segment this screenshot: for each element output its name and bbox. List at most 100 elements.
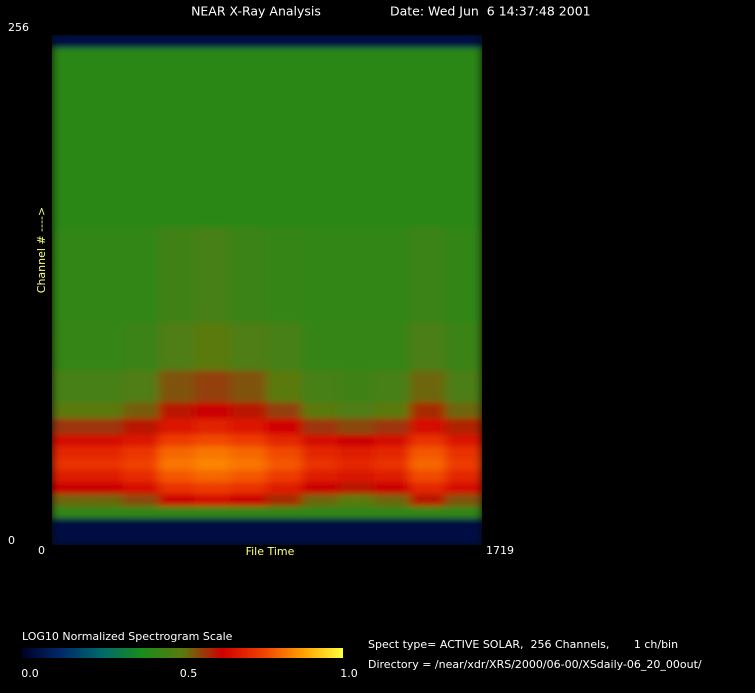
spectrogram-cell bbox=[194, 432, 233, 447]
spectrogram-cell bbox=[301, 456, 340, 471]
spectrogram-cell bbox=[373, 225, 412, 323]
spectrogram-cell bbox=[230, 416, 269, 435]
spectrogram-cell bbox=[266, 492, 304, 507]
spectrogram-cell bbox=[266, 35, 304, 48]
spectrogram-cell bbox=[230, 320, 269, 371]
spectrogram-cell bbox=[337, 225, 376, 323]
spectrogram-cell bbox=[52, 35, 89, 48]
spectrogram-cell bbox=[373, 400, 412, 419]
y-axis-label: Channel # ----> bbox=[35, 207, 48, 293]
spectrogram-cell bbox=[194, 400, 233, 419]
spectrogram-cell bbox=[373, 35, 412, 48]
spectrogram-cell bbox=[337, 400, 376, 419]
spectrogram-cell bbox=[158, 468, 197, 483]
spectrogram-cell bbox=[445, 444, 482, 459]
spectrogram-cell bbox=[158, 444, 197, 459]
chart-title: NEAR X-Ray Analysis bbox=[191, 4, 321, 19]
spectrogram-cell bbox=[409, 225, 448, 323]
spectrogram-cell bbox=[158, 320, 197, 371]
spectrogram-cell bbox=[52, 368, 89, 403]
spectrogram-cell bbox=[230, 492, 269, 507]
spectrogram-cell bbox=[266, 400, 304, 419]
spectrogram-cell bbox=[122, 480, 161, 495]
spectrogram-cell bbox=[445, 468, 482, 483]
spectrogram-cell bbox=[337, 35, 376, 48]
spectrogram-cell bbox=[445, 456, 482, 471]
spectrogram-cell bbox=[122, 45, 161, 228]
spectrogram-cell bbox=[409, 456, 448, 471]
spectrogram-cell bbox=[337, 45, 376, 228]
spectrogram-cell bbox=[86, 468, 125, 483]
spectrogram-cell bbox=[445, 516, 482, 545]
spectrogram-cell bbox=[52, 468, 89, 483]
spectrogram-cell bbox=[194, 45, 233, 228]
spectrogram-cell bbox=[301, 432, 340, 447]
spectrogram-cell bbox=[86, 35, 125, 48]
spectrogram-cell bbox=[301, 45, 340, 228]
spectrogram-cell bbox=[86, 320, 125, 371]
spectrogram-cell bbox=[409, 432, 448, 447]
colorbar bbox=[22, 648, 343, 658]
spectrogram-cell bbox=[337, 456, 376, 471]
spectrogram-cell bbox=[158, 516, 197, 545]
spectrogram-cell bbox=[337, 504, 376, 519]
spectrogram-cell bbox=[337, 320, 376, 371]
y-tick-label: 256 bbox=[8, 21, 29, 34]
x-tick-label: 1719 bbox=[486, 544, 514, 557]
spectrogram-cell bbox=[301, 444, 340, 459]
chart-subtitle: Date: Wed Jun 6 14:37:48 2001 bbox=[390, 4, 591, 19]
spectrogram-cell bbox=[52, 320, 89, 371]
spectrogram-cell bbox=[409, 368, 448, 403]
spectrogram-cell bbox=[158, 492, 197, 507]
spectrogram-cell bbox=[230, 504, 269, 519]
spectrogram-cell bbox=[301, 492, 340, 507]
spectrogram-cell bbox=[301, 320, 340, 371]
spectrogram-cell bbox=[266, 444, 304, 459]
spectrogram-cell bbox=[445, 504, 482, 519]
spectrogram-cell bbox=[445, 35, 482, 48]
spectrogram-cell bbox=[158, 368, 197, 403]
spectrogram-cell bbox=[337, 468, 376, 483]
spectrogram-cell bbox=[158, 416, 197, 435]
spectrogram-cell bbox=[337, 444, 376, 459]
spectrogram-cell bbox=[301, 468, 340, 483]
spectrogram-cell bbox=[445, 416, 482, 435]
spectrogram-cell bbox=[230, 516, 269, 545]
spectrogram-cell bbox=[230, 444, 269, 459]
spectrogram-cell bbox=[230, 35, 269, 48]
spectrogram-cell bbox=[409, 492, 448, 507]
spectrogram-cell bbox=[409, 480, 448, 495]
colorbar-tick-label: 0.5 bbox=[180, 667, 198, 680]
spectrogram-cell bbox=[266, 480, 304, 495]
spectrogram-cell bbox=[409, 416, 448, 435]
spectrogram-cell bbox=[301, 368, 340, 403]
spectrogram-cell bbox=[158, 456, 197, 471]
spectrogram-cell bbox=[122, 35, 161, 48]
spectrogram-cell bbox=[266, 368, 304, 403]
spectrogram-cell bbox=[122, 468, 161, 483]
spectrogram-cell bbox=[373, 456, 412, 471]
spectrogram-cell bbox=[194, 368, 233, 403]
spectrogram-cell bbox=[86, 516, 125, 545]
spectrogram-cell bbox=[52, 45, 89, 228]
spectrogram-cell bbox=[445, 368, 482, 403]
spectrogram-cell bbox=[158, 504, 197, 519]
x-axis-label: File Time bbox=[246, 545, 295, 558]
spectrogram-cell bbox=[266, 516, 304, 545]
spectrogram-cell bbox=[266, 468, 304, 483]
spectrogram-cell bbox=[52, 504, 89, 519]
spectrogram-cell bbox=[373, 468, 412, 483]
spectrogram-cell bbox=[86, 504, 125, 519]
spectrogram-cell bbox=[194, 456, 233, 471]
spectrogram-cell bbox=[52, 516, 89, 545]
spectrogram-cell bbox=[373, 432, 412, 447]
spectrogram-cell bbox=[194, 480, 233, 495]
spectrogram-cell bbox=[301, 480, 340, 495]
info-line: Spect type= ACTIVE SOLAR, 256 Channels, … bbox=[368, 638, 678, 651]
spectrogram-cell bbox=[230, 368, 269, 403]
spectrogram-cell bbox=[86, 432, 125, 447]
spectrogram-cell bbox=[337, 516, 376, 545]
spectrogram-cell bbox=[337, 432, 376, 447]
spectrogram-cell bbox=[266, 45, 304, 228]
